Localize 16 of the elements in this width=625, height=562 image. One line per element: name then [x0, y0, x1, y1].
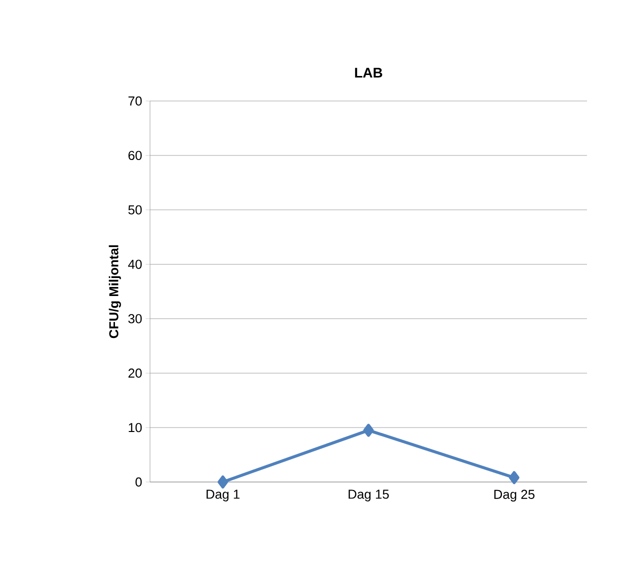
y-tick-label: 30 [128, 314, 142, 324]
x-tick-label: Dag 15 [348, 490, 389, 502]
point [508, 471, 520, 484]
y-tick-label: 50 [128, 205, 142, 214]
x-tick-label: Dag 25 [494, 490, 534, 502]
y-tick-label: 10 [128, 422, 142, 432]
y-tick-label: 0 [136, 477, 142, 487]
y-tick-label: 40 [128, 260, 142, 269]
x-tick-label: Dag 1 [206, 490, 240, 502]
y-tick-label: 70 [128, 96, 142, 106]
y-axis-title: CFU/g Miljontal [108, 245, 121, 338]
y-tick-label: 20 [128, 368, 142, 378]
chart-title: LAB [355, 68, 382, 78]
point [218, 476, 228, 488]
point [363, 424, 374, 437]
y-tick-label: 60 [128, 150, 142, 160]
